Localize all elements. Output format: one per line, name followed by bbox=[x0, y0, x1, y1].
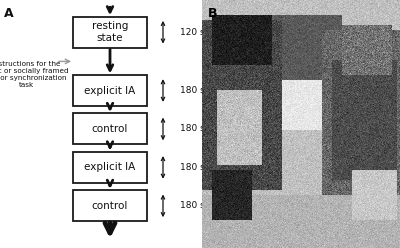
Text: instructions for the
basic or socially framed
motor synchronization
task: instructions for the basic or socially f… bbox=[0, 61, 69, 88]
FancyBboxPatch shape bbox=[73, 190, 147, 221]
Text: A: A bbox=[4, 7, 14, 20]
Text: 180 s: 180 s bbox=[180, 163, 205, 172]
FancyBboxPatch shape bbox=[73, 152, 147, 183]
Text: resting
state: resting state bbox=[92, 21, 128, 43]
Text: explicit IA: explicit IA bbox=[84, 86, 136, 95]
Text: 120 s: 120 s bbox=[180, 28, 205, 37]
Text: 180 s: 180 s bbox=[180, 86, 205, 95]
FancyBboxPatch shape bbox=[73, 75, 147, 106]
Text: control: control bbox=[92, 124, 128, 134]
Text: 180 s: 180 s bbox=[180, 124, 205, 133]
Text: control: control bbox=[92, 201, 128, 211]
Text: explicit IA: explicit IA bbox=[84, 162, 136, 172]
FancyBboxPatch shape bbox=[73, 114, 147, 144]
Text: 180 s: 180 s bbox=[180, 201, 205, 210]
FancyBboxPatch shape bbox=[73, 17, 147, 48]
Text: B: B bbox=[208, 7, 218, 20]
